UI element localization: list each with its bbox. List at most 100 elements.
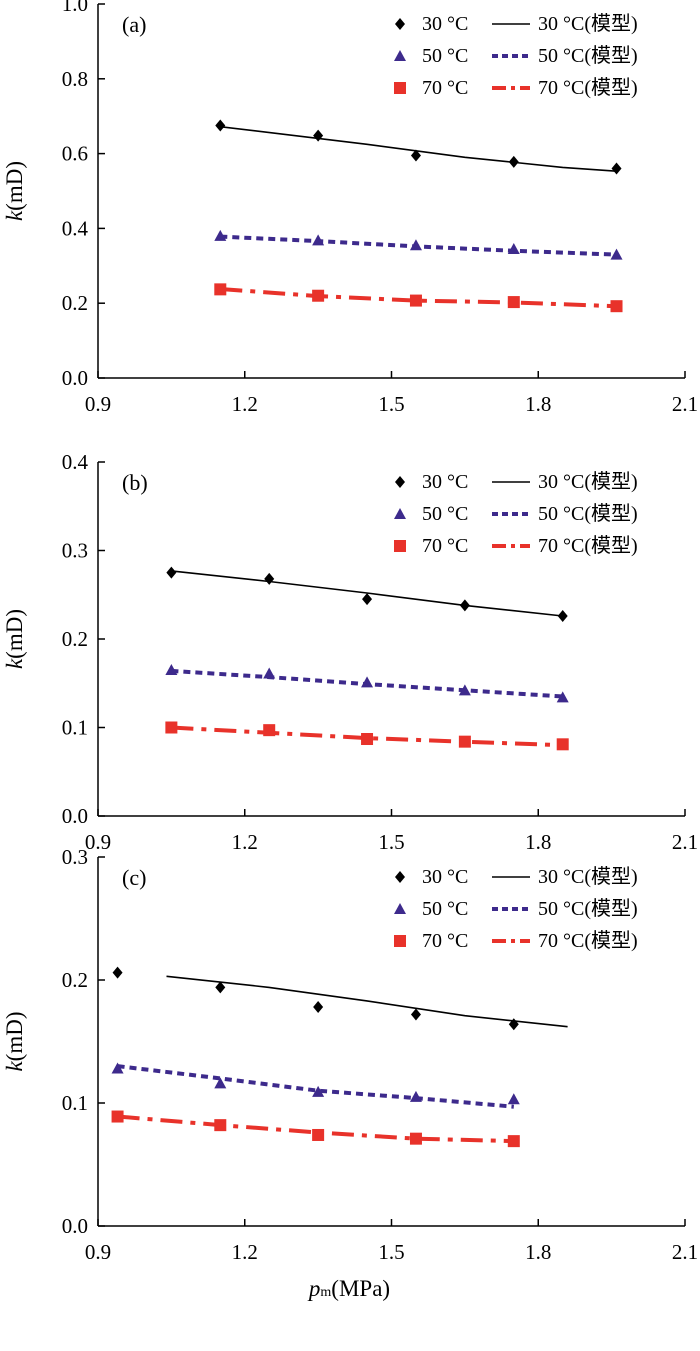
data-point-triangle xyxy=(507,1093,520,1105)
data-point-triangle xyxy=(111,1062,124,1074)
data-point-diamond xyxy=(362,593,373,606)
model-line-1 xyxy=(220,125,617,172)
x-tick-label: 1.5 xyxy=(378,830,404,854)
y-tick-label: 0.4 xyxy=(62,450,89,474)
model-line-3 xyxy=(117,1114,514,1144)
data-point-diamond xyxy=(166,566,177,579)
y-tick-label: 0.3 xyxy=(62,845,88,869)
data-point-diamond xyxy=(410,1008,421,1021)
data-point-triangle xyxy=(165,663,178,675)
y-axis-label: k(mD) xyxy=(2,1011,27,1071)
legend-marker-diamond xyxy=(395,476,405,488)
legend-label: 50 °C xyxy=(422,45,468,67)
data-point-square xyxy=(409,1132,422,1145)
legend-label: 50 °C xyxy=(422,503,468,525)
data-point-diamond xyxy=(410,149,421,162)
data-point-diamond xyxy=(508,1018,519,1031)
x-tick-label: 2.1 xyxy=(672,830,698,854)
model-line-1 xyxy=(171,570,563,617)
data-point-square xyxy=(409,294,422,307)
legend-marker-square xyxy=(394,540,406,552)
x-tick-label: 1.5 xyxy=(378,392,404,416)
y-axis-label: k(mD) xyxy=(2,161,27,221)
data-point-triangle xyxy=(556,691,569,703)
chart-panel-3: 0.9 1.2 1.5 1.8 2.1 0.0 0.1 0.2 0.3 k(mD) (c) 30 °C… xyxy=(2,845,698,1301)
y-tick-label: 0.0 xyxy=(62,366,88,390)
x-tick-label: 1.8 xyxy=(525,392,551,416)
x-tick-label: 1.2 xyxy=(232,392,258,416)
legend-label: 30 °C xyxy=(422,471,468,493)
data-point-triangle xyxy=(263,667,276,679)
data-point-square xyxy=(214,283,227,296)
legend-marker-square xyxy=(394,82,406,94)
x-tick-label: 1.5 xyxy=(378,1240,404,1264)
data-point-triangle xyxy=(312,234,325,246)
legend-label-model: 70 °C(模型) xyxy=(538,929,638,952)
data-point-square xyxy=(610,300,623,313)
x-tick-label: 1.2 xyxy=(232,1240,258,1264)
data-point-diamond xyxy=(264,572,275,585)
legend-label-model: 30 °C(模型) xyxy=(538,12,638,35)
panel-label: (a) xyxy=(122,12,146,37)
data-point-square xyxy=(312,289,325,302)
data-point-square xyxy=(263,724,276,737)
x-tick-label: 2.1 xyxy=(672,392,698,416)
data-point-diamond xyxy=(611,162,622,175)
data-point-square xyxy=(111,1110,124,1123)
legend-label-model: 30 °C(模型) xyxy=(538,865,638,888)
y-tick-label: 0.1 xyxy=(62,716,88,740)
y-tick-label: 0.2 xyxy=(62,291,88,315)
y-tick-label: 0.0 xyxy=(62,804,88,828)
legend-marker-diamond xyxy=(395,18,405,30)
legend-marker-diamond xyxy=(395,871,405,883)
x-tick-label: 0.9 xyxy=(85,392,111,416)
data-point-square xyxy=(458,735,471,748)
data-point-triangle xyxy=(458,684,471,696)
data-point-triangle xyxy=(214,229,227,241)
legend-marker-triangle xyxy=(394,50,406,61)
y-tick-label: 0.8 xyxy=(62,67,88,91)
x-tick-label: 0.9 xyxy=(85,1240,111,1264)
x-tick-label: 2.1 xyxy=(672,1240,698,1264)
y-tick-label: 0.6 xyxy=(62,142,88,166)
x-tick-label: 1.8 xyxy=(525,830,551,854)
y-axis-label: k(mD) xyxy=(2,609,27,669)
legend-marker-triangle xyxy=(394,508,406,519)
data-point-diamond xyxy=(215,981,226,994)
data-point-diamond xyxy=(112,966,123,979)
legend-label-model: 70 °C(模型) xyxy=(538,534,638,557)
data-point-square xyxy=(507,296,520,309)
y-tick-label: 0.3 xyxy=(62,539,88,563)
data-point-diamond xyxy=(313,129,324,142)
legend-label-model: 50 °C(模型) xyxy=(538,502,638,525)
x-tick-label: 0.9 xyxy=(85,830,111,854)
data-point-square xyxy=(361,733,374,746)
x-tick-label: 1.2 xyxy=(232,830,258,854)
legend-marker-square xyxy=(394,935,406,947)
data-point-square xyxy=(556,738,569,751)
legend-marker-triangle xyxy=(394,903,406,914)
legend-label: 30 °C xyxy=(422,13,468,35)
y-tick-label: 0.2 xyxy=(62,627,88,651)
data-point-square xyxy=(507,1135,520,1148)
y-tick-label: 0.0 xyxy=(62,1214,88,1238)
data-point-square xyxy=(214,1119,227,1132)
chart-panel-1: 0.9 1.2 1.5 1.8 2.1 0.0 0.2 0.4 0.6 0.8 1.0 k(mD) (a… xyxy=(2,0,698,416)
data-point-diamond xyxy=(557,609,568,622)
data-point-diamond xyxy=(313,1001,324,1014)
legend-label-model: 70 °C(模型) xyxy=(538,76,638,99)
y-tick-label: 0.2 xyxy=(62,968,88,992)
panel-label: (c) xyxy=(122,865,146,890)
data-point-triangle xyxy=(409,239,422,251)
model-line-2 xyxy=(117,1064,514,1109)
legend-label: 70 °C xyxy=(422,930,468,952)
legend-label-model: 50 °C(模型) xyxy=(538,897,638,920)
x-axis-label: pm(MPa) xyxy=(307,1276,390,1301)
data-point-diamond xyxy=(508,155,519,168)
y-tick-label: 0.4 xyxy=(62,216,89,240)
data-point-triangle xyxy=(610,248,623,260)
data-point-triangle xyxy=(361,676,374,688)
chart-panel-2: 0.9 1.2 1.5 1.8 2.1 0.0 0.1 0.2 0.3 0.4 k(mD) (b) 30… xyxy=(2,450,698,854)
x-tick-label: 1.8 xyxy=(525,1240,551,1264)
